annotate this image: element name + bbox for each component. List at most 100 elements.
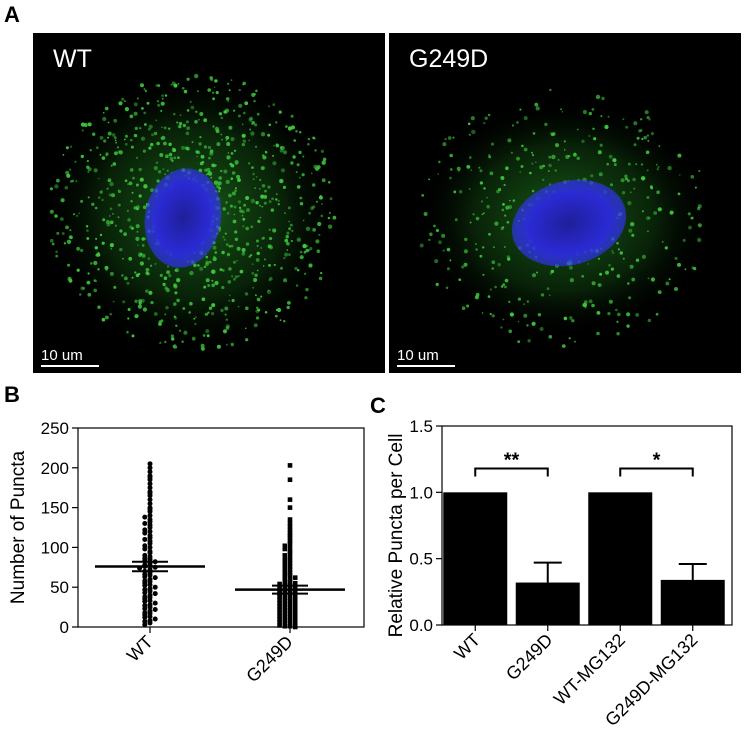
data-point [147,550,153,556]
data-point [147,620,153,626]
x-tick-label: G249D [502,630,556,684]
y-tick-label: 1.0 [409,483,433,502]
data-point [287,617,293,623]
data-point [287,535,293,541]
data-point [277,584,282,590]
data-point [142,614,148,620]
data-point [147,604,153,610]
data-point [292,619,298,624]
data-point [287,538,293,544]
data-point [142,574,148,580]
micrograph-wt-scale-bar: 10 um [41,347,99,367]
nucleus [511,179,627,267]
data-point [147,469,153,475]
data-point [142,521,148,527]
data-point [147,525,153,530]
data-point [282,592,288,598]
panel-b-letter: B [4,382,20,407]
data-point [287,598,293,604]
data-point [147,614,153,620]
micrograph-wt-scale-bar-line [41,365,99,367]
micrograph-g249d-image [414,88,714,348]
data-point [147,544,153,550]
x-tick-label: G249D [242,632,296,686]
data-point [282,543,288,549]
bar [515,582,580,625]
data-point [287,561,293,566]
data-point [287,595,293,600]
series-points-wt [137,461,158,628]
data-point [147,461,153,467]
data-point [292,603,298,608]
data-point [277,581,282,587]
micrograph-g249d-label: G249D [409,45,489,73]
micrograph-wt-scale-bar-label: 10 um [41,347,83,364]
data-point [147,509,153,515]
y-tick-label: 150 [41,499,69,518]
data-point [142,530,148,536]
data-point [282,608,288,614]
data-point [287,607,293,613]
data-point [152,606,158,612]
panel-a-letter: A [4,2,20,27]
data-point [277,597,282,603]
panel-c-letter: C [370,393,386,418]
data-point [277,604,282,609]
data-point [282,562,288,568]
data-point [287,524,293,530]
data-point [282,615,288,620]
y-tick-label: 1.5 [409,417,433,436]
data-point [282,589,288,595]
data-point [277,610,282,615]
data-point [152,616,158,622]
data-point [282,623,288,629]
data-point [142,536,148,542]
data-point [287,505,293,510]
bar [588,492,653,625]
data-point [152,600,158,606]
data-point [292,600,298,605]
data-point [282,559,288,565]
data-point [292,615,298,621]
data-point [287,567,293,572]
data-point [142,599,148,605]
x-tick-label: WT [450,630,484,664]
data-point [147,497,153,503]
data-point [277,619,282,625]
data-point [287,545,293,550]
data-point [147,481,153,487]
significance-bracket [619,467,694,477]
data-point [287,554,293,560]
data-point [282,574,288,580]
data-point [147,572,153,578]
data-point [292,580,298,586]
x-tick-label: WT [123,632,157,666]
data-point [142,583,148,589]
y-tick-label: 0.5 [409,550,433,569]
bar [443,492,508,625]
data-point [287,541,293,546]
data-point [287,614,293,619]
data-point [287,576,293,582]
data-point [292,575,298,580]
significance-label: ** [504,449,520,471]
micrograph-g249d-scale-bar-line [397,365,455,367]
data-point [147,528,153,534]
data-point [142,546,148,552]
series-points-g249d [277,463,298,630]
data-point [287,620,293,626]
data-point [147,588,153,594]
data-point [292,606,298,611]
data-point [282,568,288,574]
data-point [292,624,298,630]
data-point [287,550,293,556]
data-point [152,584,158,590]
data-point [282,546,288,552]
data-point [277,623,282,628]
data-point [282,556,288,561]
y-axis-label: Number of Puncta [8,451,29,605]
data-point [292,609,298,615]
data-point [287,604,293,610]
data-point [287,611,293,616]
